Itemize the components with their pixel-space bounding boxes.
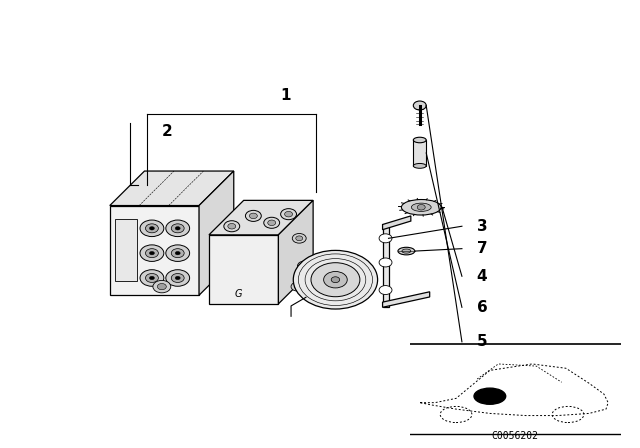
- Circle shape: [228, 224, 236, 229]
- Circle shape: [166, 220, 189, 237]
- Polygon shape: [115, 220, 137, 281]
- Circle shape: [175, 227, 180, 230]
- Circle shape: [324, 271, 348, 288]
- Circle shape: [280, 209, 296, 220]
- Text: 5: 5: [477, 334, 488, 349]
- Circle shape: [166, 270, 189, 286]
- Text: 1: 1: [280, 88, 291, 103]
- Circle shape: [379, 258, 392, 267]
- Circle shape: [140, 245, 164, 262]
- Circle shape: [474, 388, 506, 404]
- Circle shape: [157, 284, 166, 290]
- Circle shape: [245, 211, 261, 221]
- Bar: [413, 140, 426, 166]
- Polygon shape: [383, 216, 411, 230]
- Circle shape: [293, 250, 378, 309]
- Circle shape: [224, 221, 240, 232]
- Circle shape: [292, 233, 306, 243]
- Circle shape: [172, 249, 184, 258]
- Circle shape: [291, 282, 304, 291]
- Text: 6: 6: [477, 300, 488, 315]
- Circle shape: [175, 276, 180, 280]
- Polygon shape: [209, 235, 278, 304]
- Polygon shape: [383, 292, 429, 307]
- Circle shape: [296, 236, 303, 241]
- Circle shape: [153, 280, 171, 293]
- Circle shape: [379, 234, 392, 243]
- Circle shape: [294, 284, 301, 289]
- Ellipse shape: [412, 203, 431, 211]
- Polygon shape: [278, 200, 313, 304]
- Circle shape: [150, 276, 154, 280]
- Circle shape: [264, 217, 280, 228]
- Circle shape: [250, 213, 257, 219]
- Text: 2: 2: [161, 124, 172, 139]
- Circle shape: [413, 101, 426, 110]
- Circle shape: [150, 227, 154, 230]
- Circle shape: [301, 263, 308, 268]
- Text: 7: 7: [477, 241, 488, 256]
- Ellipse shape: [398, 247, 415, 255]
- Circle shape: [140, 220, 164, 237]
- Circle shape: [172, 224, 184, 233]
- Ellipse shape: [413, 164, 426, 168]
- Circle shape: [417, 204, 425, 210]
- Circle shape: [150, 251, 154, 255]
- Text: 3: 3: [477, 219, 488, 234]
- Text: C0056202: C0056202: [492, 431, 539, 441]
- Ellipse shape: [402, 249, 411, 253]
- Circle shape: [175, 251, 180, 255]
- Ellipse shape: [401, 199, 441, 215]
- Text: G: G: [235, 289, 243, 299]
- Circle shape: [379, 285, 392, 294]
- Circle shape: [268, 220, 276, 225]
- Circle shape: [332, 277, 340, 283]
- Circle shape: [145, 249, 158, 258]
- Text: 4: 4: [477, 269, 488, 284]
- Circle shape: [166, 245, 189, 262]
- Circle shape: [298, 261, 312, 271]
- Circle shape: [145, 273, 158, 283]
- Polygon shape: [110, 206, 199, 295]
- Circle shape: [145, 224, 158, 233]
- Polygon shape: [383, 224, 388, 307]
- Circle shape: [285, 211, 292, 217]
- Polygon shape: [199, 171, 234, 295]
- Circle shape: [140, 270, 164, 286]
- Circle shape: [172, 273, 184, 283]
- Polygon shape: [209, 200, 313, 235]
- Circle shape: [311, 263, 360, 297]
- Polygon shape: [110, 171, 234, 206]
- Ellipse shape: [413, 137, 426, 143]
